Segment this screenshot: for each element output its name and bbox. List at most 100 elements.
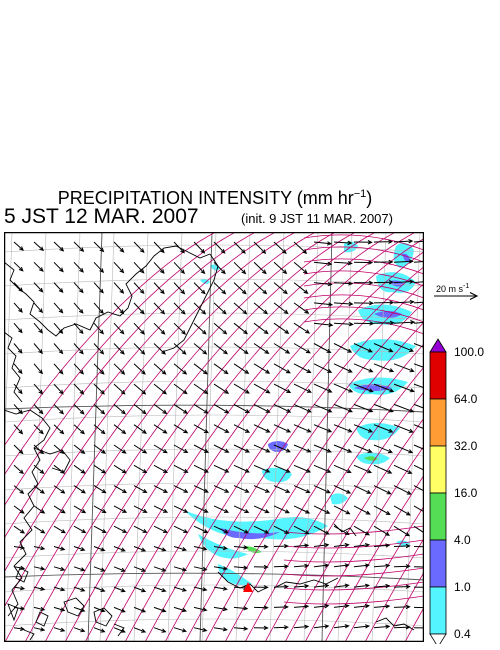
- wind-vector: [333, 444, 353, 453]
- wind-vector: [13, 585, 26, 591]
- wind-vector: [313, 281, 333, 287]
- wind-vector: [33, 261, 44, 272]
- wind-vector: [293, 604, 310, 609]
- streamline: [283, 539, 424, 549]
- streamline: [283, 581, 424, 591]
- wind-vector: [233, 363, 250, 375]
- wind-vector: [133, 261, 145, 274]
- wind-vector: [133, 464, 148, 474]
- wind-vector: [333, 383, 354, 393]
- wind-vector: [173, 241, 185, 254]
- wind-vector: [213, 444, 230, 453]
- wind-vector: [353, 583, 371, 588]
- wind-vector: [173, 343, 187, 355]
- wind-vector: [233, 525, 250, 534]
- wind-vector: [233, 464, 250, 473]
- wind-vector: [353, 321, 375, 326]
- valid-time-label: 5 JST 12 MAR. 2007: [4, 205, 199, 228]
- wind-vector: [173, 485, 189, 493]
- wind-vector: [373, 583, 391, 589]
- wind-vector: [13, 241, 24, 251]
- wind-vector: [233, 505, 250, 513]
- colorbar-segment: [429, 398, 447, 447]
- wind-vector: [13, 404, 23, 415]
- coastline-segment: [4, 331, 23, 403]
- wind-vector: [253, 343, 270, 354]
- wind-vector: [173, 505, 189, 513]
- wind-vector: [313, 525, 330, 535]
- wind-vector: [413, 546, 424, 548]
- precipitation-patch: [356, 423, 400, 441]
- main-meridian-line: [321, 232, 333, 642]
- wind-vector: [353, 485, 372, 494]
- wind-vector: [373, 403, 394, 413]
- wind-vector: [33, 505, 46, 514]
- wind-vector: [193, 261, 206, 275]
- wind-vector: [113, 566, 126, 572]
- colorbar-tick-label: 4.0: [454, 533, 471, 547]
- wind-vector: [373, 464, 393, 474]
- wind-vector: [313, 322, 334, 327]
- streamline: [344, 505, 424, 642]
- wind-vector: [313, 603, 330, 609]
- wind-vector: [113, 464, 127, 474]
- wind-vector: [333, 505, 351, 515]
- latitude-line: [4, 312, 424, 321]
- wind-vector: [333, 363, 353, 373]
- longitude-line: [201, 232, 217, 642]
- streamline: [364, 537, 424, 642]
- wind-vector: [273, 604, 289, 610]
- wind-vector: [113, 404, 126, 415]
- wind-vector: [133, 363, 146, 375]
- wind-vector: [273, 525, 290, 534]
- wind-vector: [233, 444, 251, 453]
- streamline: [4, 232, 277, 540]
- wind-vector: [113, 241, 125, 253]
- streamline: [303, 234, 424, 251]
- wind-vector: [193, 566, 208, 572]
- coastline-segment: [217, 571, 267, 593]
- wind-vector: [33, 343, 43, 355]
- wind-vector: [233, 545, 249, 550]
- wind-vector: [213, 241, 226, 254]
- wind-vector: [373, 505, 391, 516]
- wind-vector: [173, 464, 189, 473]
- wind-vector: [233, 626, 249, 631]
- colorbar-tick-label: 1.0: [454, 580, 471, 594]
- wind-vector: [313, 383, 333, 393]
- wind-vector: [53, 546, 66, 551]
- wind-vector: [33, 525, 46, 534]
- wind-vector: [333, 542, 350, 548]
- wind-vector: [193, 403, 209, 414]
- wind-vector: [13, 383, 23, 395]
- init-time-label: (init. 9 JST 11 MAR. 2007): [241, 211, 393, 226]
- wind-vector: [93, 404, 106, 415]
- wind-vector: [53, 302, 64, 314]
- longitude-line: [31, 232, 47, 642]
- wind-vector: [273, 564, 289, 569]
- wind-vector: [133, 525, 148, 533]
- streamline: [324, 474, 424, 642]
- wind-vector: [153, 403, 168, 415]
- wind-vector: [353, 424, 374, 433]
- wind-vector: [73, 302, 84, 314]
- wind-vector: [213, 383, 230, 394]
- wind-vector: [293, 543, 310, 548]
- wind-vector: [53, 485, 66, 494]
- colorbar-segment: [429, 539, 447, 588]
- streamline: [304, 445, 424, 642]
- wind-vector: [253, 403, 271, 413]
- colorbar-tick-label: 100.0: [454, 345, 485, 359]
- wind-vector: [253, 261, 267, 275]
- wind-vector: [413, 363, 424, 368]
- wind-vector: [333, 485, 352, 494]
- colorbar-segment: [429, 445, 447, 494]
- reference-vector-exponent: -1: [463, 283, 470, 290]
- wind-vector: [113, 525, 128, 533]
- wind-vector: [313, 543, 330, 548]
- wind-vector: [193, 383, 209, 395]
- wind-vector: [133, 566, 147, 572]
- latitude-line: [4, 618, 424, 627]
- wind-vector: [273, 444, 291, 453]
- wind-vector: [73, 606, 86, 612]
